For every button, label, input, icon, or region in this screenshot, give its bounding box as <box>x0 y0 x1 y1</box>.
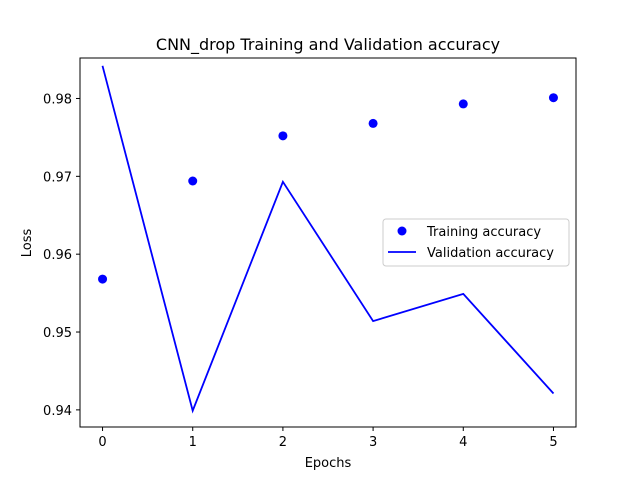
x-axis-label: Epochs <box>305 456 352 471</box>
training-accuracy-point <box>458 99 468 109</box>
y-tick-label: 0.97 <box>43 170 72 185</box>
legend-label-validation: Validation accuracy <box>427 246 554 261</box>
plot-area <box>79 57 577 428</box>
y-axis: 0.94 0.95 0.96 0.97 0.98 <box>43 92 80 419</box>
plot-frame <box>79 57 577 428</box>
x-tick-label: 4 <box>459 435 467 450</box>
x-tick-label: 1 <box>189 435 197 450</box>
legend-marker-training <box>397 226 407 236</box>
y-tick-label: 0.94 <box>43 404 72 419</box>
x-tick-label: 2 <box>279 435 287 450</box>
x-tick-label: 3 <box>369 435 377 450</box>
validation-accuracy-line <box>101 65 555 414</box>
chart-title: CNN_drop Training and Validation accurac… <box>156 35 500 55</box>
training-accuracy-point <box>368 118 378 128</box>
x-tick-label: 0 <box>98 435 106 450</box>
y-tick-label: 0.95 <box>43 326 72 341</box>
x-tick-label: 5 <box>549 435 557 450</box>
legend-box <box>382 218 570 267</box>
training-accuracy-point <box>98 274 108 284</box>
training-accuracy-point <box>548 93 558 103</box>
y-tick-label: 0.96 <box>43 248 72 263</box>
legend: Training accuracy Validation accuracy <box>382 218 570 267</box>
y-tick-label: 0.98 <box>43 92 72 107</box>
y-axis-label: Loss <box>20 229 35 258</box>
series-layer <box>98 65 558 414</box>
x-axis: 0 1 2 3 4 5 <box>98 427 558 450</box>
legend-label-training: Training accuracy <box>426 225 541 240</box>
training-accuracy-point <box>278 131 288 141</box>
training-accuracy-point <box>188 176 198 186</box>
